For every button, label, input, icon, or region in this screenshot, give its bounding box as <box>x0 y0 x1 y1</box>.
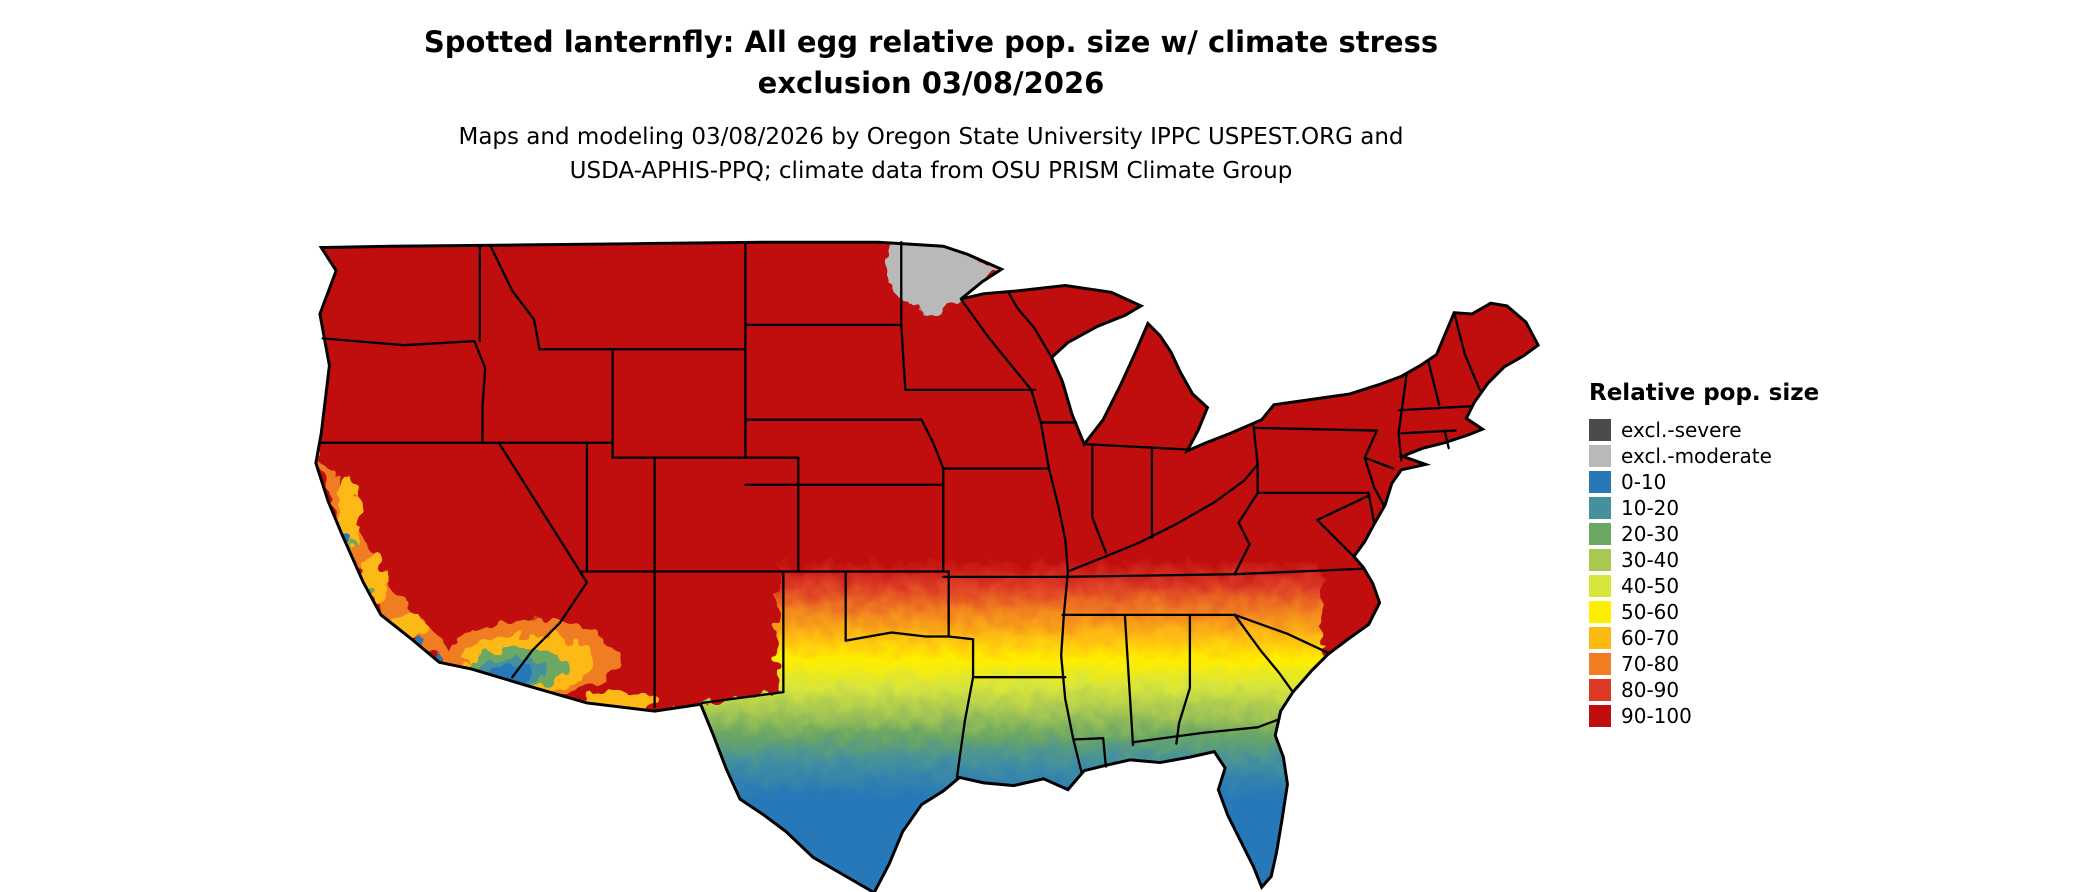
us-map-svg <box>314 240 1540 892</box>
map-title: Spotted lanternfly: All egg relative pop… <box>424 22 1438 104</box>
legend-label: 20-30 <box>1621 522 1680 546</box>
legend-item: 10-20 <box>1589 497 1819 519</box>
legend-label: 60-70 <box>1621 626 1680 650</box>
legend-swatch <box>1589 705 1611 727</box>
legend-item: 80-90 <box>1589 679 1819 701</box>
map-title-line2: exclusion 03/08/2026 <box>757 66 1105 101</box>
legend-label: 30-40 <box>1621 548 1680 572</box>
legend-swatch <box>1589 471 1611 493</box>
legend-title: Relative pop. size <box>1589 380 1820 406</box>
legend-label: 50-60 <box>1621 600 1680 624</box>
legend-swatch <box>1589 419 1611 441</box>
legend-swatch <box>1589 523 1611 545</box>
legend-swatch <box>1589 653 1611 675</box>
excl-moderate-region <box>887 242 1003 315</box>
map-subtitle-line2: USDA-APHIS-PPQ; climate data from OSU PR… <box>569 157 1293 184</box>
legend-label: excl.-moderate <box>1621 444 1772 468</box>
legend-swatch <box>1589 549 1611 571</box>
legend-label: 80-90 <box>1621 678 1680 702</box>
legend-swatch <box>1589 445 1611 467</box>
us-map <box>309 230 1545 892</box>
legend-item: 30-40 <box>1589 549 1819 571</box>
legend-label: 90-100 <box>1621 704 1692 728</box>
legend-label: 10-20 <box>1621 496 1680 520</box>
legend-label: 70-80 <box>1621 652 1680 676</box>
legend-items: excl.-severe excl.-moderate 0-10 10-20 2… <box>1589 419 1819 727</box>
legend-item: 90-100 <box>1589 705 1819 727</box>
legend-item: 40-50 <box>1589 575 1819 597</box>
legend-item: 60-70 <box>1589 627 1819 649</box>
legend-label: 40-50 <box>1621 574 1680 598</box>
legend-swatch <box>1589 601 1611 623</box>
map-header: Spotted lanternfly: All egg relative pop… <box>424 22 1438 188</box>
legend-item: 20-30 <box>1589 523 1819 545</box>
legend-label: excl.-severe <box>1621 418 1742 442</box>
map-subtitle-line1: Maps and modeling 03/08/2026 by Oregon S… <box>458 124 1404 151</box>
legend-item: 70-80 <box>1589 653 1819 675</box>
legend-swatch <box>1589 627 1611 649</box>
legend-item: excl.-moderate <box>1589 445 1819 467</box>
legend-label: 0-10 <box>1621 470 1667 494</box>
legend-swatch <box>1589 679 1611 701</box>
map-subtitle: Maps and modeling 03/08/2026 by Oregon S… <box>424 121 1438 188</box>
legend-item: 50-60 <box>1589 601 1819 623</box>
state-boundaries <box>318 241 1482 780</box>
map-title-line1: Spotted lanternfly: All egg relative pop… <box>423 25 1439 59</box>
legend-swatch <box>1589 497 1611 519</box>
legend: Relative pop. size excl.-severe excl.-mo… <box>1589 380 1819 731</box>
legend-swatch <box>1589 575 1611 597</box>
legend-item: excl.-severe <box>1589 419 1819 441</box>
legend-item: 0-10 <box>1589 471 1819 493</box>
